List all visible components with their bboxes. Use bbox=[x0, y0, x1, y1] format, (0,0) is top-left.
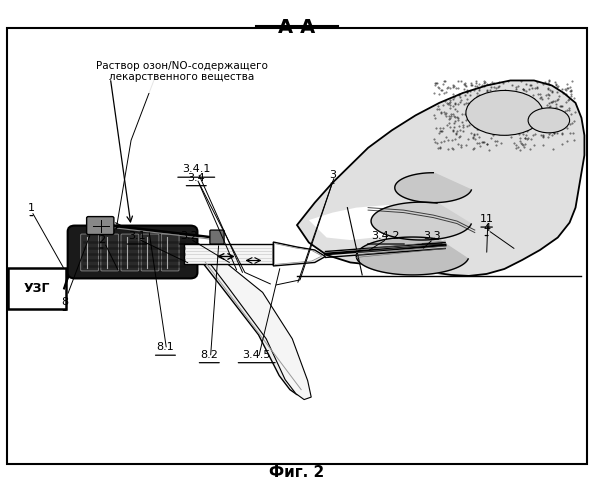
FancyBboxPatch shape bbox=[121, 234, 139, 271]
Text: 2: 2 bbox=[98, 235, 105, 245]
Text: Фиг. 2: Фиг. 2 bbox=[269, 466, 325, 480]
Polygon shape bbox=[371, 202, 471, 240]
Polygon shape bbox=[207, 256, 311, 400]
Text: 3.3: 3.3 bbox=[424, 231, 441, 241]
FancyBboxPatch shape bbox=[87, 216, 114, 234]
Text: 3: 3 bbox=[329, 170, 336, 180]
Text: УЗГ: УЗГ bbox=[24, 282, 50, 295]
Text: 8: 8 bbox=[61, 298, 68, 308]
Text: 8.1: 8.1 bbox=[157, 342, 174, 352]
Text: 11: 11 bbox=[479, 214, 494, 224]
FancyBboxPatch shape bbox=[162, 234, 179, 271]
FancyBboxPatch shape bbox=[81, 234, 99, 271]
Text: А-А: А-А bbox=[278, 18, 316, 37]
FancyBboxPatch shape bbox=[8, 268, 66, 309]
Polygon shape bbox=[273, 242, 326, 266]
Text: 3.4.5: 3.4.5 bbox=[242, 350, 271, 360]
Ellipse shape bbox=[528, 108, 570, 133]
FancyBboxPatch shape bbox=[141, 234, 159, 271]
Polygon shape bbox=[309, 205, 451, 240]
Polygon shape bbox=[297, 80, 584, 276]
Text: 3.4.1: 3.4.1 bbox=[182, 164, 210, 174]
Polygon shape bbox=[199, 254, 304, 394]
FancyBboxPatch shape bbox=[101, 234, 119, 271]
FancyBboxPatch shape bbox=[210, 230, 224, 244]
Text: 3.4: 3.4 bbox=[187, 172, 205, 182]
Text: 8.2: 8.2 bbox=[200, 350, 218, 360]
Polygon shape bbox=[395, 172, 472, 203]
Text: 3.2: 3.2 bbox=[180, 231, 198, 241]
Text: Раствор озон/NO-содержащего
лекарственного вещества: Раствор озон/NO-содержащего лекарственно… bbox=[96, 60, 267, 82]
FancyBboxPatch shape bbox=[68, 226, 197, 278]
Text: 3.1: 3.1 bbox=[128, 231, 146, 241]
Text: 3.4.2: 3.4.2 bbox=[372, 231, 400, 241]
Polygon shape bbox=[356, 237, 468, 275]
FancyBboxPatch shape bbox=[184, 244, 273, 264]
Text: 1: 1 bbox=[28, 202, 35, 212]
Text: 4: 4 bbox=[483, 222, 490, 232]
Ellipse shape bbox=[466, 90, 543, 136]
Polygon shape bbox=[274, 244, 322, 264]
